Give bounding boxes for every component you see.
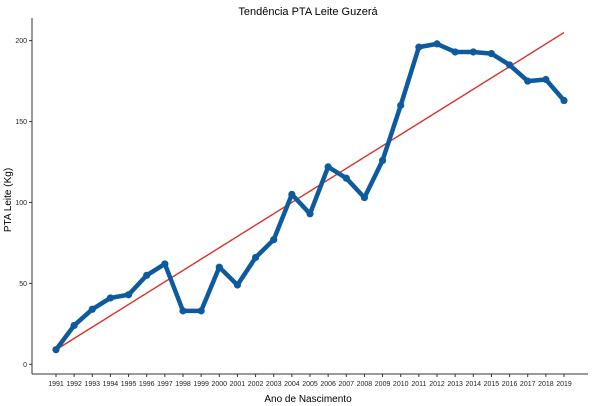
y-tick-label: 200 <box>15 38 27 45</box>
x-tick-label: 2004 <box>284 381 300 388</box>
data-point <box>415 43 423 51</box>
x-tick-label: 2010 <box>393 381 409 388</box>
data-point <box>487 50 496 58</box>
data-point <box>342 174 350 182</box>
data-point <box>161 260 169 268</box>
data-point <box>197 307 205 315</box>
data-point <box>360 194 369 202</box>
data-point <box>124 291 133 299</box>
series-line <box>53 41 567 352</box>
data-point <box>542 75 550 84</box>
data-point <box>52 346 60 354</box>
data-point <box>106 294 115 302</box>
data-point <box>505 61 514 69</box>
data-point <box>560 96 568 105</box>
x-tick-label: 2001 <box>230 381 246 388</box>
data-point <box>469 48 477 56</box>
x-tick-label: 2008 <box>357 381 373 388</box>
data-point <box>433 40 441 48</box>
data-point <box>397 101 405 109</box>
x-tick-label: 2012 <box>429 381 445 388</box>
x-tick-label: 2003 <box>266 381 282 388</box>
data-point <box>179 307 187 315</box>
x-tick-label: 2015 <box>484 381 500 388</box>
y-tick-label: 150 <box>15 119 27 126</box>
data-point <box>288 190 296 198</box>
x-tick-label: 1991 <box>48 381 64 388</box>
x-tick-label: 1994 <box>103 381 119 388</box>
chart-title: Tendência PTA Leite Guzerá <box>238 6 378 18</box>
x-axis-label: Ano de Nascimento <box>264 394 352 405</box>
data-point <box>215 263 223 271</box>
data-point <box>306 210 314 218</box>
y-tick-label: 100 <box>15 200 27 207</box>
data-point <box>70 321 78 330</box>
x-tick-label: 2017 <box>520 381 536 388</box>
x-tick-label: 2005 <box>302 381 318 388</box>
x-tick-label: 2006 <box>320 381 336 388</box>
y-tick-label: 0 <box>23 362 27 369</box>
x-tick-label: 2009 <box>375 381 391 388</box>
y-tick-label: 50 <box>19 281 27 288</box>
x-tick-label: 1999 <box>193 381 209 388</box>
data-point <box>451 48 459 56</box>
y-axis-label: PTA Leite (Kg) <box>3 168 14 232</box>
x-tick-label: 2002 <box>248 381 264 388</box>
x-tick-label: 2011 <box>411 381 426 388</box>
x-tick-label: 1993 <box>84 381 100 388</box>
data-point <box>324 163 332 171</box>
x-tick-label: 1992 <box>66 381 82 388</box>
data-point <box>88 305 96 313</box>
x-axis: 1991 1992 1993 1994 1995 1996 1997 1998 1999 2000… <box>32 373 588 388</box>
x-tick-label: 2007 <box>338 381 354 388</box>
data-point <box>143 271 151 279</box>
x-tick-label: 2013 <box>447 381 463 388</box>
trend-line <box>55 31 565 351</box>
x-tick-label: 1996 <box>139 381 155 388</box>
plot-area <box>52 31 568 354</box>
x-tick-label: 1998 <box>175 381 191 388</box>
x-tick-label: 1995 <box>121 381 137 388</box>
x-tick-label: 1997 <box>157 381 173 388</box>
data-point <box>233 281 242 289</box>
data-point <box>378 156 387 164</box>
data-point <box>524 77 532 85</box>
data-point <box>270 236 278 244</box>
x-tick-label: 2000 <box>211 381 227 388</box>
y-axis: 0 50 100 150 200 <box>15 18 33 374</box>
data-point <box>251 253 260 262</box>
x-tick-label: 2018 <box>538 381 554 388</box>
x-tick-label: 2016 <box>502 381 518 388</box>
x-tick-label: 2014 <box>465 381 481 388</box>
x-tick-label: 2019 <box>556 381 572 388</box>
